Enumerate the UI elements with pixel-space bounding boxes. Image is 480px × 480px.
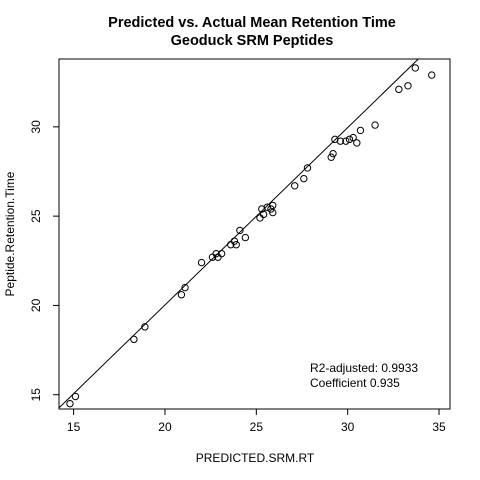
data-point-23 — [291, 183, 297, 189]
x-axis-label: PREDICTED.SRM.RT — [196, 451, 315, 465]
data-point-38 — [412, 65, 418, 71]
chart-subtitle: Geoduck SRM Peptides — [171, 33, 334, 49]
y-axis: 15 20 25 30 — [29, 120, 59, 402]
y-axis-label: Peptide.Retention.Time — [3, 171, 17, 296]
data-point-36 — [396, 86, 402, 92]
data-point-6 — [198, 259, 204, 265]
data-point-35 — [372, 122, 378, 128]
annotation-r2: R2-adjusted: 0.9933 — [310, 361, 418, 375]
data-point-1 — [72, 393, 78, 399]
data-point-2 — [131, 336, 137, 342]
x-tick-label-15: 15 — [67, 420, 81, 434]
x-tick-label-35: 35 — [432, 420, 446, 434]
y-tick-label-15: 15 — [29, 388, 43, 402]
y-tick-label-20: 20 — [29, 298, 43, 312]
y-tick-label-25: 25 — [29, 209, 43, 223]
data-point-39 — [429, 72, 435, 78]
data-point-33 — [354, 140, 360, 146]
x-tick-label-20: 20 — [158, 420, 172, 434]
data-point-34 — [357, 127, 363, 133]
y-tick-label-30: 30 — [29, 120, 43, 134]
data-point-16 — [257, 215, 263, 221]
data-point-25 — [304, 165, 310, 171]
data-point-24 — [301, 175, 307, 181]
plot-frame — [59, 59, 450, 409]
chart-title: Predicted vs. Actual Mean Retention Time — [108, 15, 396, 31]
x-axis: 15 20 25 30 35 — [67, 409, 446, 434]
data-point-15 — [242, 234, 248, 240]
annotation-coefficient: Coefficient 0.935 — [310, 376, 400, 390]
x-tick-label-30: 30 — [341, 420, 355, 434]
data-points — [67, 65, 435, 407]
x-tick-label-25: 25 — [250, 420, 264, 434]
data-point-0 — [67, 400, 73, 406]
data-point-4 — [178, 292, 184, 298]
data-point-37 — [405, 83, 411, 89]
